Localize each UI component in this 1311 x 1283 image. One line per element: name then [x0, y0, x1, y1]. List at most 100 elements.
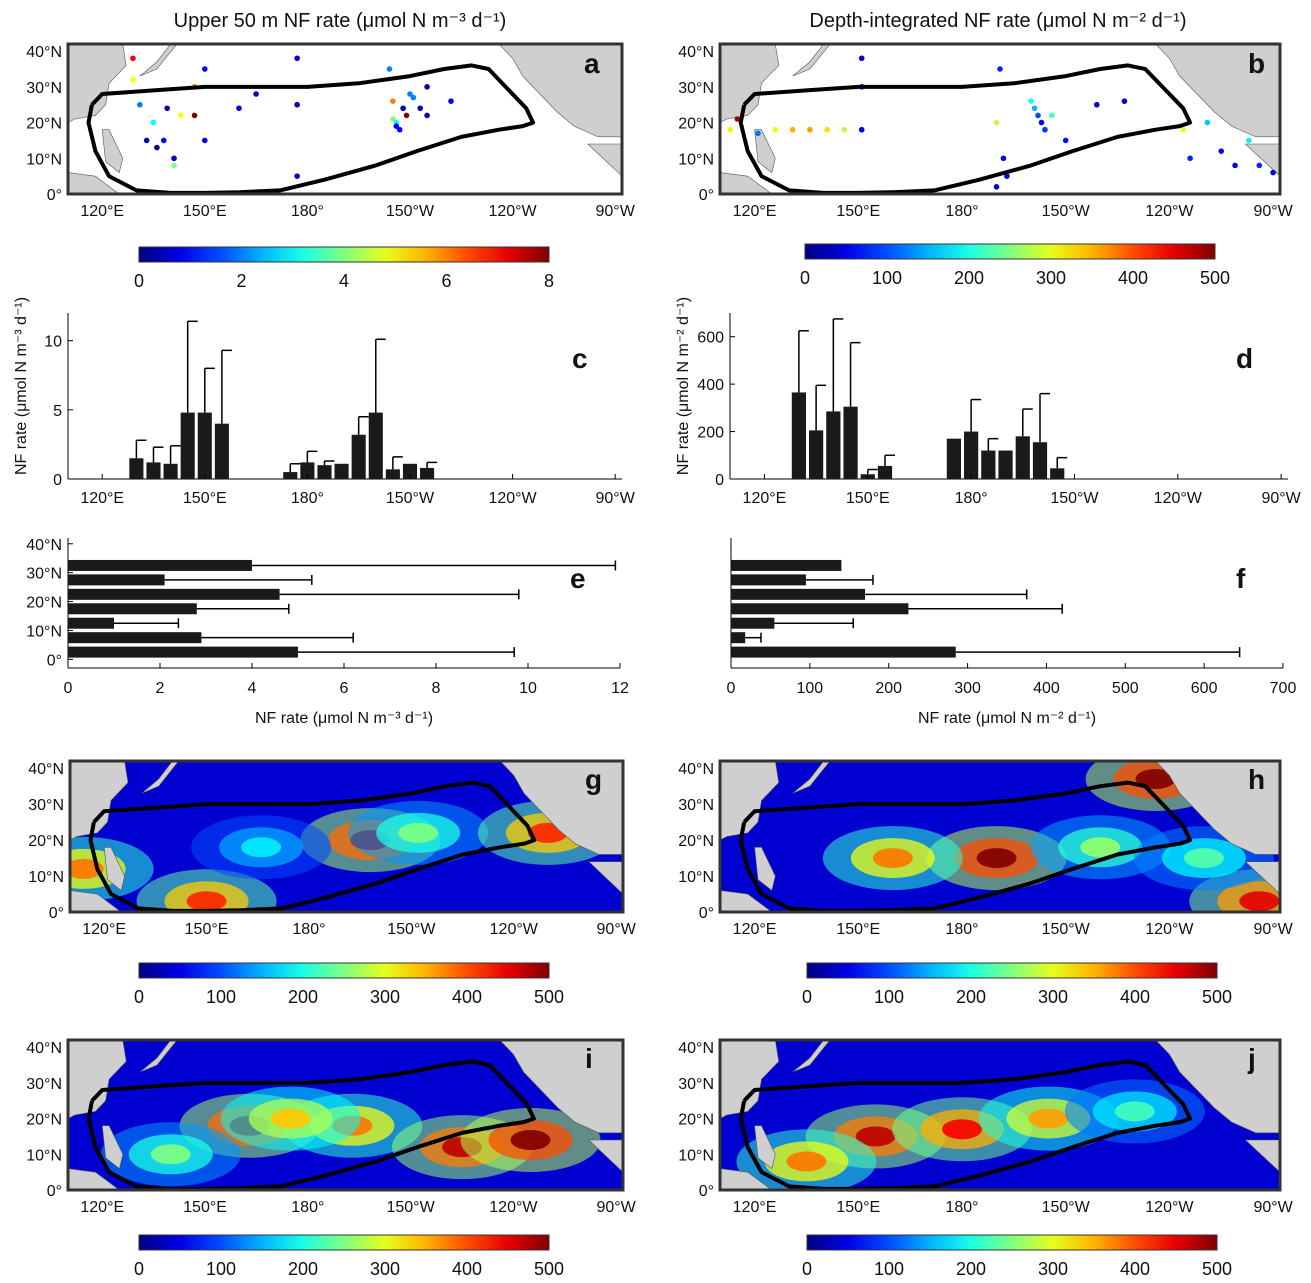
bar [946, 438, 961, 479]
lon-tick-label: 120°W [1145, 203, 1194, 220]
y-tick-label: 200 [697, 425, 724, 442]
lat-tick-label: 30°N [678, 80, 714, 97]
station-point [1187, 155, 1193, 162]
station-point [824, 126, 830, 133]
station-point [1246, 137, 1252, 144]
heatmap-blob-core [1239, 891, 1280, 912]
station-point [755, 130, 761, 137]
central-america-land [1244, 143, 1280, 177]
station-point [993, 119, 1000, 126]
colorbar-tick-label: 100 [206, 987, 236, 1007]
panel-label-b: b [1248, 48, 1265, 79]
panel-label-c: c [572, 343, 588, 374]
station-point [858, 126, 865, 133]
colorbar-tick-label: 4 [339, 271, 349, 291]
panel-label-i: i [585, 1043, 593, 1074]
japan-land [139, 44, 178, 77]
region-outline [86, 1059, 536, 1190]
colorbar [806, 962, 1218, 979]
map-panel-g: 40°N 30°N 20°N 10°N 0° 120°E 150°E 180° 150°W 120… [28, 759, 637, 1007]
japan-land [792, 761, 832, 794]
bar-panel-c: 0 5 10 120°E 150°E 180° 150°W 120°W 90°W NF rate … [13, 297, 636, 507]
x-tick-label: 150°E [846, 490, 890, 507]
map-panel-b: 40°N 30°N 20°N 10°N 0° 120°E 150°E 180° 150°W 120… [678, 42, 1294, 288]
bar [731, 574, 806, 586]
bar [317, 465, 332, 479]
lat-tick-label: 30°N [26, 80, 62, 97]
x-tick-label: 100 [797, 680, 824, 697]
colorbar-tick-label: 400 [1118, 268, 1148, 288]
station-point [1093, 101, 1100, 108]
heatmap-blob-core [1080, 837, 1121, 858]
station-point [253, 91, 259, 97]
heatmap-blob-core [976, 848, 1017, 869]
asia-land [68, 44, 127, 123]
bar [402, 463, 418, 479]
heatmap-blob-core [1114, 1101, 1155, 1122]
bar [998, 450, 1013, 479]
bar [68, 646, 298, 658]
lon-tick-label: 120°W [488, 203, 537, 220]
x-tick-label: 8 [432, 680, 441, 697]
x-tick-label: 180° [291, 490, 324, 507]
station-point [1004, 173, 1010, 179]
region-outline [88, 780, 537, 912]
lon-tick-label: 120°W [1145, 1199, 1194, 1216]
lat-tick-label: 30°N [678, 1076, 714, 1093]
station-point [1256, 162, 1263, 169]
map-content [720, 44, 1280, 194]
heatmap-blob-core [1135, 768, 1176, 789]
station-point [448, 98, 454, 104]
bar [1050, 468, 1065, 479]
colorbar [804, 243, 1216, 260]
x-tick-label: 12 [611, 680, 629, 697]
colorbar-tick-label: 300 [370, 987, 400, 1007]
y-tick-label: 600 [697, 330, 724, 347]
colorbar-tick-label: 300 [1038, 1259, 1068, 1279]
bar [180, 412, 195, 479]
colorbar-tick-label: 200 [288, 987, 318, 1007]
station-point [424, 112, 430, 119]
colorbar-tick-label: 500 [1202, 1259, 1232, 1279]
lat-tick-label: 10°N [26, 1147, 62, 1164]
lat-tick-label: 40°N [28, 761, 64, 778]
x-tick-label: 10 [519, 680, 537, 697]
central-america-land [587, 1139, 623, 1173]
station-point [171, 155, 177, 162]
bar [731, 588, 866, 600]
station-point [1035, 112, 1041, 119]
colorbar-tick-label: 400 [452, 987, 482, 1007]
map-content [68, 1040, 623, 1190]
y-tick-label: 10 [44, 334, 62, 351]
x-tick-label: 300 [954, 680, 981, 697]
central-america-land [1244, 1139, 1280, 1173]
lon-tick-label: 120°E [82, 921, 126, 938]
asia-land [720, 761, 780, 841]
lat-tick-label: 0° [47, 1183, 62, 1200]
lon-tick-label: 180° [945, 203, 978, 220]
borneo-land [720, 172, 773, 194]
bar [385, 469, 400, 479]
y-tick-label: 30°N [26, 566, 62, 583]
station-point [727, 126, 734, 133]
heatmap-blob-core [941, 1119, 982, 1140]
lon-tick-label: 180° [945, 1199, 978, 1216]
x-axis-label: NF rate (μmol N m⁻³ d⁻¹) [255, 710, 433, 727]
station-point [294, 173, 300, 179]
station-point [1218, 148, 1225, 154]
lat-tick-label: 20°N [678, 1112, 714, 1129]
colorbar-tick-label: 200 [956, 987, 986, 1007]
bar [300, 462, 315, 479]
station-point [1038, 119, 1045, 126]
station-point [191, 112, 198, 119]
region-outline [738, 1059, 1193, 1190]
lat-tick-label: 10°N [26, 151, 62, 168]
x-tick-label: 2 [156, 680, 165, 697]
panel-label-h: h [1248, 764, 1265, 795]
bar [731, 559, 842, 571]
y-tick-label: 400 [697, 377, 724, 394]
lat-tick-label: 30°N [28, 797, 64, 814]
lon-tick-label: 150°W [387, 921, 436, 938]
bar [351, 434, 366, 479]
